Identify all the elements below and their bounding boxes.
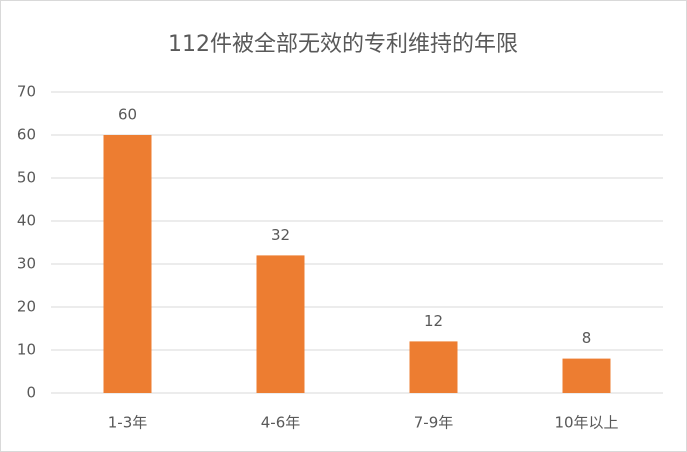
- x-tick-label: 7-9年: [414, 414, 454, 432]
- bar: [562, 358, 611, 393]
- y-tick-label: 30: [17, 255, 36, 273]
- y-tick-label: 10: [17, 341, 36, 359]
- data-label: 8: [582, 329, 592, 347]
- data-label: 60: [118, 106, 137, 124]
- data-label: 32: [271, 226, 290, 244]
- bar: [409, 341, 458, 393]
- bar: [103, 135, 152, 393]
- x-tick-label: 10年以上: [554, 414, 618, 432]
- y-tick-label: 60: [17, 126, 36, 144]
- y-tick-label: 20: [17, 298, 36, 316]
- chart-title: 112件被全部无效的专利维持的年限: [168, 32, 518, 57]
- y-tick-label: 40: [17, 212, 36, 230]
- x-tick-label: 4-6年: [261, 414, 301, 432]
- y-tick-label: 0: [26, 384, 36, 402]
- bar: [256, 255, 305, 393]
- x-tick-label: 1-3年: [108, 414, 148, 432]
- y-tick-label: 70: [17, 83, 36, 101]
- data-label: 12: [424, 312, 443, 330]
- y-tick-label: 50: [17, 169, 36, 187]
